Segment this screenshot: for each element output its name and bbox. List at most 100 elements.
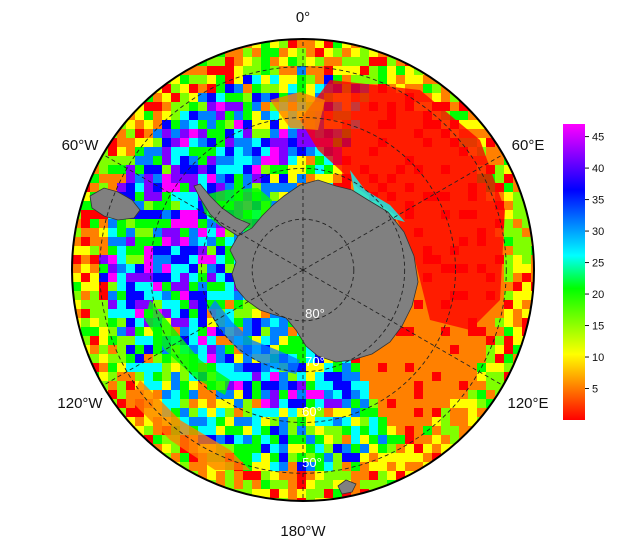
field-cell — [207, 120, 217, 130]
field-cell — [171, 111, 181, 121]
field-cell — [261, 327, 271, 337]
field-cell — [162, 165, 172, 175]
field-cell — [261, 75, 271, 85]
field-cell — [279, 345, 289, 355]
field-cell — [504, 345, 514, 355]
field-cell — [189, 381, 199, 391]
field-cell — [144, 381, 154, 391]
field-cell — [108, 183, 118, 193]
field-cell — [468, 417, 478, 427]
field-cell — [108, 282, 118, 292]
colorbar-gradient — [563, 124, 585, 420]
field-cell — [495, 183, 505, 193]
field-cell — [252, 120, 262, 130]
field-cell — [225, 66, 235, 76]
field-cell — [234, 354, 244, 364]
field-cell — [207, 138, 217, 148]
field-cell — [261, 309, 271, 319]
field-cell — [171, 183, 181, 193]
field-cell — [72, 264, 82, 274]
lon-label-120e: 120°E — [507, 395, 548, 412]
field-cell — [315, 174, 325, 184]
field-cell — [225, 129, 235, 139]
field-cell — [225, 120, 235, 130]
field-cell — [468, 111, 478, 121]
field-cell — [423, 444, 433, 454]
field-cell — [486, 318, 496, 328]
field-cell — [288, 57, 298, 67]
field-cell — [477, 318, 487, 328]
field-cell — [306, 498, 316, 501]
field-cell — [324, 48, 334, 58]
field-cell — [270, 129, 280, 139]
field-cell — [459, 327, 469, 337]
field-cell — [522, 282, 532, 292]
field-cell — [198, 237, 208, 247]
field-cell — [306, 75, 316, 85]
field-cell — [315, 426, 325, 436]
field-cell — [522, 237, 532, 247]
field-cell — [162, 354, 172, 364]
field-cell — [297, 444, 307, 454]
field-cell — [189, 300, 199, 310]
field-cell — [225, 246, 235, 256]
field-cell — [261, 84, 271, 94]
map-boundary — [71, 38, 535, 502]
field-cell — [207, 417, 217, 427]
field-cell — [162, 183, 172, 193]
field-cell — [153, 282, 163, 292]
lat-label-80: 80° — [305, 306, 325, 321]
field-region — [270, 92, 325, 130]
field-cell — [171, 318, 181, 328]
field-cell — [450, 93, 460, 103]
field-cell — [468, 345, 478, 355]
field-cell — [225, 255, 235, 265]
field-cell — [279, 381, 289, 391]
field-cell — [117, 390, 127, 400]
field-cell — [315, 156, 325, 166]
field-cell — [270, 480, 280, 490]
field-cell — [288, 390, 298, 400]
field-cell — [306, 57, 316, 67]
field-cell — [513, 255, 523, 265]
field-cell — [126, 237, 136, 247]
field-cell — [252, 471, 262, 481]
field-cell — [513, 318, 523, 328]
field-cell — [180, 219, 190, 229]
field-cell — [126, 372, 136, 382]
field-cell — [135, 183, 145, 193]
field-cell — [477, 399, 487, 409]
field-cell — [72, 228, 82, 238]
field-cell — [252, 75, 262, 85]
field-cell — [243, 75, 253, 85]
field-cell — [414, 417, 424, 427]
field-cell — [198, 381, 208, 391]
field-cell — [180, 102, 190, 112]
field-cell — [306, 417, 316, 427]
field-cell — [378, 66, 388, 76]
field-cell — [135, 345, 145, 355]
field-cell — [324, 435, 334, 445]
field-cell — [207, 102, 217, 112]
field-cell — [495, 309, 505, 319]
field-cell — [234, 183, 244, 193]
field-cell — [369, 390, 379, 400]
field-cell — [504, 174, 514, 184]
field-cell — [477, 129, 487, 139]
field-cell — [144, 201, 154, 211]
field-cell — [324, 462, 334, 472]
field-cell — [432, 390, 442, 400]
field-cell — [207, 291, 217, 301]
field-cell — [468, 327, 478, 337]
field-cell — [333, 480, 343, 490]
field-cell — [495, 327, 505, 337]
field-cell — [270, 84, 280, 94]
field-cell — [486, 381, 496, 391]
field-cell — [297, 453, 307, 463]
field-cell — [189, 129, 199, 139]
field-cell — [360, 75, 370, 85]
field-cell — [279, 84, 289, 94]
field-cell — [288, 165, 298, 175]
field-cell — [162, 372, 172, 382]
field-cell — [396, 354, 406, 364]
